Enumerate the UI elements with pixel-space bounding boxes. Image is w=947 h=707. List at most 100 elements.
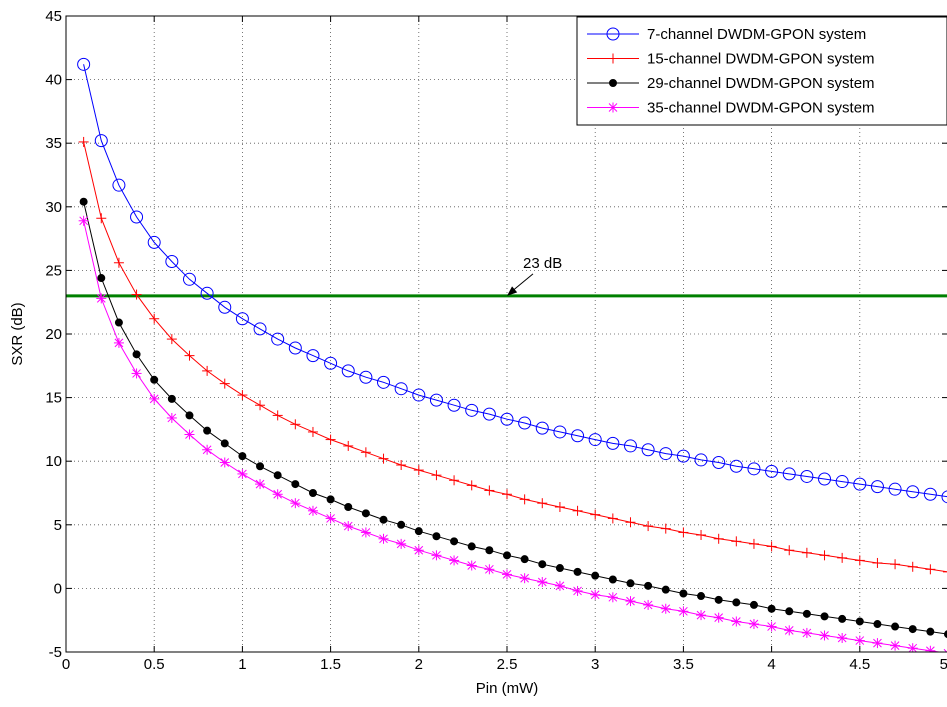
data-point — [696, 610, 706, 620]
data-point — [449, 555, 459, 565]
data-point — [327, 496, 334, 503]
data-point — [608, 592, 618, 602]
data-point — [590, 590, 600, 600]
data-point — [715, 596, 722, 603]
data-point — [273, 489, 283, 499]
data-point — [326, 513, 336, 523]
data-point — [115, 319, 122, 326]
data-point — [433, 533, 440, 540]
y-tick-label: 40 — [45, 72, 62, 89]
y-tick-label: 25 — [45, 262, 62, 279]
y-tick-label: 45 — [45, 8, 62, 25]
data-point — [431, 550, 441, 560]
data-point — [237, 469, 247, 479]
data-point — [274, 472, 281, 479]
data-point — [309, 490, 316, 497]
data-point — [114, 338, 124, 348]
data-point — [184, 429, 194, 439]
data-point — [625, 596, 635, 606]
data-point — [167, 413, 177, 423]
y-tick-label: 0 — [54, 580, 62, 597]
data-point — [468, 543, 475, 550]
data-point — [556, 565, 563, 572]
data-point — [415, 528, 422, 535]
annotation-label: 23 dB — [523, 255, 562, 272]
data-point — [96, 293, 106, 303]
y-tick-label: 35 — [45, 135, 62, 152]
data-point — [786, 608, 793, 615]
legend-label: 35-channel DWDM-GPON system — [647, 100, 875, 117]
data-point — [680, 590, 687, 597]
data-point — [856, 618, 863, 625]
legend-label: 15-channel DWDM-GPON system — [647, 51, 875, 68]
data-point — [537, 577, 547, 587]
data-point — [714, 613, 724, 623]
data-point — [255, 479, 265, 489]
x-tick-label: 3 — [591, 656, 599, 673]
data-point — [168, 395, 175, 402]
data-point — [645, 582, 652, 589]
y-tick-label: 5 — [54, 517, 62, 534]
data-point — [186, 412, 193, 419]
data-point — [290, 498, 300, 508]
data-point — [872, 638, 882, 648]
data-point — [749, 619, 759, 629]
data-point — [486, 547, 493, 554]
data-point — [398, 521, 405, 528]
data-point — [520, 573, 530, 583]
data-point — [733, 599, 740, 606]
data-point — [784, 625, 794, 635]
data-point — [574, 568, 581, 575]
data-point — [202, 445, 212, 455]
data-point — [837, 633, 847, 643]
data-point — [414, 545, 424, 555]
x-tick-label: 0.5 — [144, 656, 165, 673]
data-point — [662, 586, 669, 593]
x-tick-label: 5 — [940, 656, 947, 673]
x-tick-label: 2.5 — [497, 656, 518, 673]
data-point — [484, 564, 494, 574]
data-point — [555, 581, 565, 591]
data-point — [220, 457, 230, 467]
data-point — [451, 538, 458, 545]
x-tick-label: 1.5 — [320, 656, 341, 673]
data-point — [502, 569, 512, 579]
data-point — [239, 453, 246, 460]
data-point — [521, 556, 528, 563]
x-tick-label: 2 — [415, 656, 423, 673]
data-point — [221, 440, 228, 447]
data-point — [345, 503, 352, 510]
data-point — [698, 593, 705, 600]
data-point — [573, 586, 583, 596]
data-point — [467, 561, 477, 571]
data-point — [731, 616, 741, 626]
data-point — [661, 604, 671, 614]
data-point — [927, 628, 934, 635]
data-point — [343, 521, 353, 531]
data-point — [874, 621, 881, 628]
data-point — [362, 510, 369, 517]
legend-label: 29-channel DWDM-GPON system — [647, 75, 875, 92]
data-point — [379, 534, 389, 544]
data-point — [839, 615, 846, 622]
data-point — [821, 613, 828, 620]
data-point — [855, 636, 865, 646]
data-point — [767, 622, 777, 632]
data-point — [925, 646, 935, 656]
x-tick-label: 1 — [238, 656, 246, 673]
y-tick-label: 15 — [45, 390, 62, 407]
data-point — [80, 198, 87, 205]
data-point — [539, 561, 546, 568]
data-point — [149, 394, 159, 404]
x-axis-label: Pin (mW) — [476, 680, 539, 697]
x-tick-label: 3.5 — [673, 656, 694, 673]
data-point — [79, 216, 89, 226]
data-point — [627, 580, 634, 587]
legend-label: 7-channel DWDM-GPON system — [647, 26, 866, 43]
y-tick-label: 20 — [45, 326, 62, 343]
x-tick-label: 4.5 — [849, 656, 870, 673]
data-point — [504, 552, 511, 559]
data-point — [380, 516, 387, 523]
legend-marker — [610, 80, 617, 87]
